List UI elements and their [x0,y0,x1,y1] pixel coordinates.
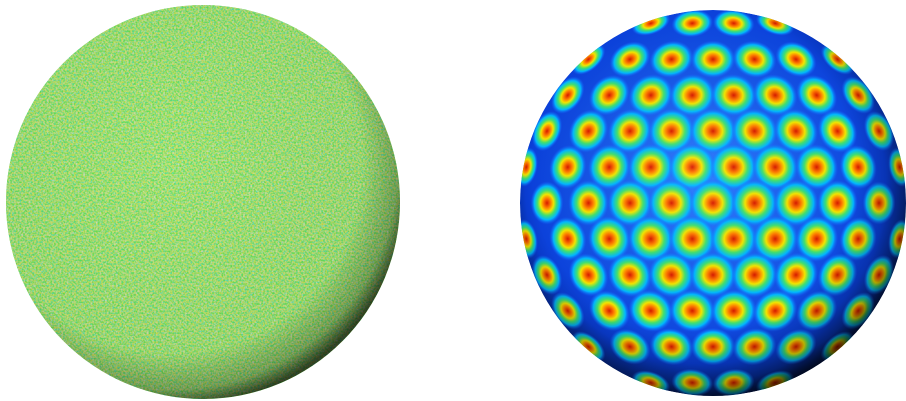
random-noise-sphere [6,5,400,399]
hexagonal-spot-sphere [520,10,906,396]
